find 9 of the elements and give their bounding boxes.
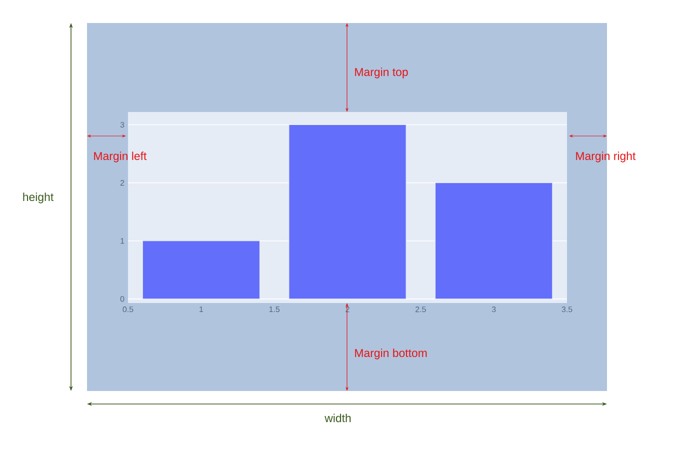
bar: [435, 182, 553, 300]
annotation: Margin left: [94, 152, 147, 162]
text: Margin right: [576, 152, 636, 162]
text: height: [23, 192, 54, 204]
text: width: [324, 414, 351, 422]
text: Margin top: [355, 68, 408, 78]
text: Margin bottom: [355, 348, 427, 360]
bar: [142, 240, 260, 300]
bar: [288, 124, 406, 300]
